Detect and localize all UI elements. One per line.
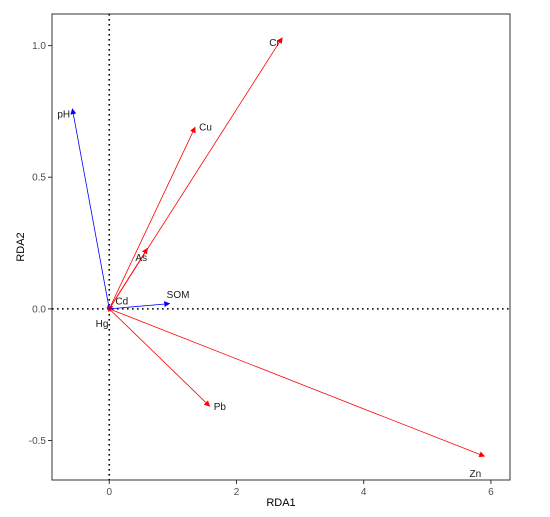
y-axis: -0.5 0.0 0.5 1.0: [29, 41, 52, 447]
arrow-label-zn: Zn: [470, 469, 482, 480]
arrow-label-as: As: [135, 253, 147, 264]
arrow-label-pb: Pb: [214, 402, 227, 413]
arrow-som: [109, 301, 171, 310]
y-tick-label: -0.5: [29, 436, 47, 447]
arrow-as: [108, 247, 148, 310]
y-tick-label: 0.0: [32, 304, 46, 315]
x-axis-title: RDA1: [266, 497, 295, 509]
arrow-label-som: SOM: [167, 290, 190, 301]
plot-panel: [51, 13, 511, 481]
arrow-cu: [108, 126, 196, 310]
y-tick-label: 0.5: [32, 173, 46, 184]
x-tick-label: 2: [234, 487, 240, 498]
y-axis-title: RDA2: [15, 232, 27, 261]
arrow-label-hg: Hg: [96, 319, 109, 330]
arrow-zn: [109, 308, 486, 458]
x-tick-label: 0: [106, 487, 112, 498]
y-tick-label: 1.0: [32, 41, 46, 52]
arrow-label-cd: Cd: [115, 297, 128, 308]
x-tick-label: 6: [488, 487, 494, 498]
x-tick-label: 4: [361, 487, 367, 498]
x-axis: 0 2 4 6: [106, 480, 494, 498]
arrow-ph: [70, 108, 110, 309]
arrow-label-cr: Cr: [269, 38, 280, 49]
arrows-layer: Cr Cu As Cd Hg Pb Zn pH SOM: [57, 37, 486, 480]
arrow-pb: [108, 308, 211, 407]
arrow-label-cu: Cu: [199, 123, 212, 134]
arrow-label-ph: pH: [57, 109, 70, 120]
